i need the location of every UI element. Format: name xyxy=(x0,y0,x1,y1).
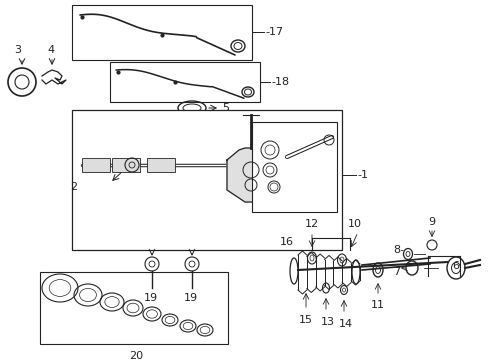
Text: 14: 14 xyxy=(338,319,352,329)
Text: 12: 12 xyxy=(305,219,319,229)
Text: 9: 9 xyxy=(427,217,434,227)
Text: -18: -18 xyxy=(270,77,288,87)
Text: -17: -17 xyxy=(264,27,283,37)
Bar xyxy=(72,110,341,250)
Text: 7: 7 xyxy=(392,267,399,277)
Bar xyxy=(40,272,227,344)
Bar xyxy=(110,62,260,102)
Text: 20: 20 xyxy=(129,351,143,360)
Polygon shape xyxy=(226,148,274,202)
Text: 16: 16 xyxy=(280,237,293,247)
Text: 3: 3 xyxy=(14,45,21,55)
Bar xyxy=(251,122,336,212)
Bar xyxy=(82,158,110,172)
Text: 4: 4 xyxy=(47,45,54,55)
Text: 8-: 8- xyxy=(392,245,403,255)
Text: 2: 2 xyxy=(70,182,77,192)
Text: 6: 6 xyxy=(451,261,458,271)
Text: 13: 13 xyxy=(320,317,334,327)
Text: 11: 11 xyxy=(370,300,384,310)
Text: 19: 19 xyxy=(143,293,158,303)
Bar xyxy=(147,158,175,172)
Bar xyxy=(112,158,140,172)
Text: 15: 15 xyxy=(298,315,312,325)
Text: 10: 10 xyxy=(347,219,361,229)
Bar xyxy=(72,5,251,60)
Text: 5: 5 xyxy=(222,103,228,113)
Text: 19: 19 xyxy=(183,293,198,303)
Text: -1: -1 xyxy=(356,170,367,180)
